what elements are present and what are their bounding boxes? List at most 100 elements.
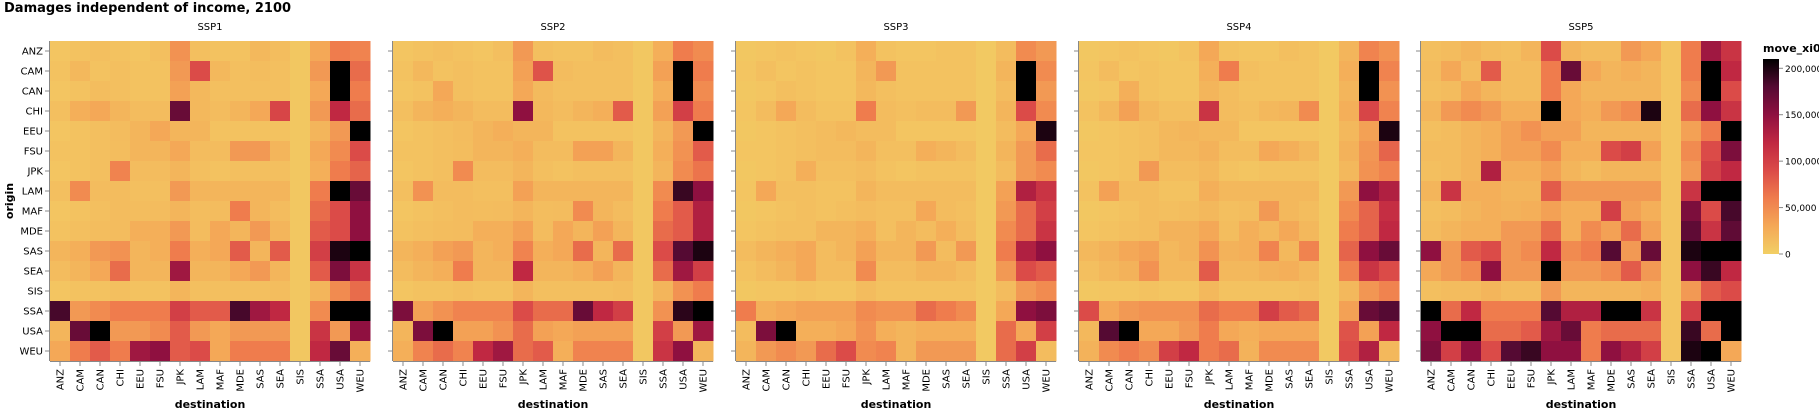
cell-ssp3-weu-maf [896,341,917,362]
cell-ssp4-sis-eeu [1159,281,1180,302]
cell-ssp3-mde-anz [736,221,757,242]
cell-ssp4-jpk-sas [1279,161,1300,182]
cell-ssp2-sea-eeu [473,261,494,282]
cell-ssp3-maf-usa [1016,201,1037,222]
cell-ssp2-sis-sis [633,281,654,302]
cell-ssp3-anz-fsu [836,41,857,62]
x-tick-label-can: CAN [96,369,107,390]
cell-ssp3-jpk-fsu [836,161,857,182]
cell-ssp1-fsu-can [90,141,111,162]
cell-ssp1-anz-cam [70,41,91,62]
cell-ssp1-usa-maf [210,321,231,342]
cell-ssp5-cam-can [1461,61,1482,82]
cell-ssp2-eeu-lam [533,121,554,142]
cell-ssp4-lam-lam [1219,181,1240,202]
cell-ssp1-ssa-eeu [130,301,151,322]
cell-ssp3-cam-jpk [856,61,877,82]
cell-ssp5-can-anz [1421,81,1442,102]
cell-ssp2-chi-usa [673,101,694,122]
x-tick-label-sas: SAS [256,369,267,389]
cell-ssp5-ssa-sas [1621,301,1642,322]
cell-ssp1-cam-sis [290,61,311,82]
cell-ssp1-maf-anz [50,201,71,222]
cell-ssp3-sas-cam [756,241,777,262]
panel-title-ssp1: SSP1 [197,22,222,33]
cell-ssp3-cam-fsu [836,61,857,82]
cell-ssp3-anz-eeu [816,41,837,62]
cell-ssp2-mde-chi [453,221,474,242]
cell-ssp1-mde-cam [70,221,91,242]
cell-ssp2-eeu-usa [673,121,694,142]
cell-ssp5-sea-sis [1661,261,1682,282]
cell-ssp5-weu-anz [1421,341,1442,362]
cell-ssp5-sis-jpk [1541,281,1562,302]
cell-ssp5-chi-fsu [1521,101,1542,122]
cell-ssp2-sas-lam [533,241,554,262]
cell-ssp2-sea-weu [693,261,714,282]
cell-ssp2-ssa-can [433,301,454,322]
cell-ssp4-maf-fsu [1179,201,1200,222]
cell-ssp4-fsu-usa [1359,141,1380,162]
cell-ssp3-can-sas [936,81,957,102]
cell-ssp4-sas-mde [1259,241,1280,262]
cell-ssp4-fsu-eeu [1159,141,1180,162]
cell-ssp3-sis-anz [736,281,757,302]
cell-ssp1-chi-sea [270,101,291,122]
cell-ssp2-jpk-can [433,161,454,182]
cell-ssp5-lam-usa [1701,181,1722,202]
cell-ssp1-sas-mde [230,241,251,262]
cell-ssp1-maf-can [90,201,111,222]
cell-ssp2-ssa-weu [693,301,714,322]
cell-ssp4-ssa-sas [1279,301,1300,322]
cell-ssp3-lam-jpk [856,181,877,202]
cell-ssp2-jpk-sas [593,161,614,182]
cell-ssp4-can-usa [1359,81,1380,102]
cell-ssp1-chi-chi [110,101,131,122]
cell-ssp2-sas-can [433,241,454,262]
cell-ssp4-can-sis [1319,81,1340,102]
cell-ssp3-jpk-weu [1036,161,1057,182]
cell-ssp1-anz-maf [210,41,231,62]
cell-ssp2-eeu-mde [573,121,594,142]
x-tick-label-can: CAN [1125,369,1136,390]
cell-ssp1-fsu-mde [230,141,251,162]
cell-ssp3-chi-usa [1016,101,1037,122]
cell-ssp4-usa-fsu [1179,321,1200,342]
x-tick-label-weu: WEU [1042,369,1053,393]
cell-ssp2-anz-eeu [473,41,494,62]
cell-ssp2-chi-maf [553,101,574,122]
cell-ssp5-maf-mde [1601,201,1622,222]
cell-ssp1-lam-mde [230,181,251,202]
cell-ssp5-jpk-sea [1641,161,1662,182]
cell-ssp5-eeu-eeu [1501,121,1522,142]
cell-ssp5-sea-usa [1701,261,1722,282]
cell-ssp2-can-lam [533,81,554,102]
cell-ssp1-ssa-fsu [150,301,171,322]
cell-ssp1-ssa-maf [210,301,231,322]
cell-ssp2-eeu-jpk [513,121,534,142]
cell-ssp2-usa-cam [413,321,434,342]
cell-ssp4-usa-weu [1379,321,1400,342]
cell-ssp2-fsu-chi [453,141,474,162]
cell-ssp1-sis-mde [230,281,251,302]
cell-ssp1-weu-eeu [130,341,151,362]
cell-ssp3-usa-can [776,321,797,342]
y-tick-label-anz: ANZ [22,47,43,58]
cell-ssp3-usa-maf [896,321,917,342]
cell-ssp4-fsu-anz [1079,141,1100,162]
cell-ssp2-cam-anz [393,61,414,82]
cell-ssp1-anz-lam [190,41,211,62]
cell-ssp3-maf-sea [956,201,977,222]
cell-ssp4-sis-usa [1359,281,1380,302]
cell-ssp3-ssa-weu [1036,301,1057,322]
cell-ssp3-sas-anz [736,241,757,262]
cell-ssp2-sis-mde [573,281,594,302]
cell-ssp4-fsu-mde [1259,141,1280,162]
cell-ssp5-maf-eeu [1501,201,1522,222]
cell-ssp4-eeu-chi [1139,121,1160,142]
cell-ssp2-chi-weu [693,101,714,122]
cell-ssp2-ssa-sis [633,301,654,322]
cell-ssp5-sea-chi [1481,261,1502,282]
cell-ssp4-anz-sas [1279,41,1300,62]
x-tick-label-sas: SAS [1285,369,1296,389]
